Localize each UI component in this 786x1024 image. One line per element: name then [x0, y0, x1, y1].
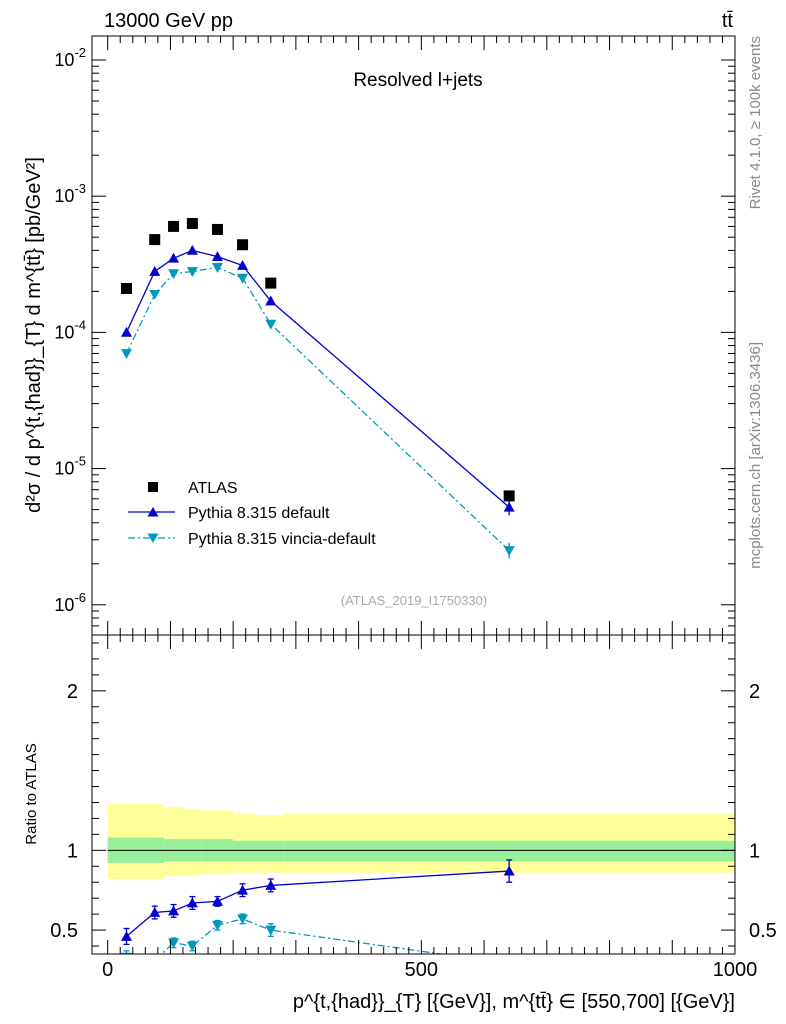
ratio-pythia-default-point: [121, 930, 133, 941]
main-y-axis-label: d²σ / d p^{t,{had}}_{T} d m^{tt̄} [pb/Ge…: [23, 157, 45, 513]
main-y-tick-label: 10-4: [54, 317, 86, 342]
ratio-y-tick-label-right: 2: [749, 681, 760, 703]
main-series-markers: [121, 218, 515, 559]
pythia-vincia-point: [211, 262, 223, 273]
legend-pythia-vincia-marker: [147, 533, 159, 543]
pythia-vincia-point: [237, 273, 249, 284]
pythia-vincia-point: [168, 269, 180, 280]
pythia-default-point: [211, 251, 223, 262]
ratio-y-tick-label-right: 1: [749, 840, 760, 862]
ratio-pythia-default-point: [211, 895, 223, 906]
atlas-data-point: [168, 220, 180, 232]
ratio-panel: 0.5 0.5 1 1 2 2 0 500 1000 Ratio to ATLAS p^{t,…: [23, 634, 777, 1013]
ratio-x-tick-labels: 0 500 1000: [102, 959, 757, 981]
ratio-uncertainty-bands: [107, 804, 735, 880]
ratio-y-axis-label: Ratio to ATLAS: [23, 743, 40, 844]
main-y-tick-label: 10-2: [54, 45, 86, 70]
legend-entry-atlas: ATLAS: [148, 480, 238, 497]
ratio-pythia-vincia-point: [149, 956, 160, 966]
main-y-tick-label: 10-3: [54, 181, 86, 206]
mcplots-label: mcplots.cern.ch [arXiv:1306.3436]: [747, 342, 764, 569]
ratio-x-ticks: [107, 635, 736, 954]
energy-label: 13000 GeV pp: [104, 10, 233, 32]
legend-entry-pythia-default: Pythia 8.315 default: [128, 505, 330, 522]
ratio-y-tick-label-right: 0.5: [749, 920, 777, 942]
x-axis-label: p^{t,{had}}_{T} [{GeV}], m^{tt̄} ∈ [550,…: [293, 991, 735, 1013]
atlas-data-point: [265, 277, 277, 289]
main-panel: 10-6 10-5 10-4 10-3 10-2 Resolved l+jets (AT…: [23, 35, 736, 636]
ratio-pythia-default-point: [186, 897, 198, 908]
process-label: tt̄: [722, 10, 734, 32]
ratio-pythia-default-point: [149, 907, 161, 917]
pythia-vincia-point: [121, 349, 133, 359]
legend: ATLAS Pythia 8.315 default Pythia 8.315 …: [128, 480, 376, 548]
pythia-vincia-point: [503, 546, 515, 557]
ratio-series-line: [126, 870, 510, 937]
pythia-default-point: [121, 326, 133, 337]
ratio-inner-band: [255, 840, 284, 862]
main-y-tick-labels: 10-6 10-5 10-4 10-3 10-2: [54, 45, 86, 615]
atlas-data-point: [186, 218, 198, 230]
legend-pythia-default-marker: [147, 507, 159, 517]
ratio-frame: [91, 634, 736, 955]
x-tick-label: 500: [405, 959, 438, 981]
ratio-inner-band: [233, 840, 256, 862]
ratio-pythia-default-point: [503, 865, 515, 876]
pythia-default-point: [186, 244, 198, 255]
ratio-y-tick-label-left: 2: [67, 681, 78, 703]
pythia-default-point: [168, 252, 180, 263]
main-series-line: [125, 249, 510, 508]
rivet-label: Rivet 4.1.0, ≥ 100k events: [747, 36, 764, 209]
pythia-default-point: [503, 501, 515, 512]
x-tick-label: 0: [102, 959, 113, 981]
ratio-pythia-vincia-point: [186, 941, 198, 952]
ratio-pythia-default-point: [168, 905, 180, 916]
ratio-pythia-vincia-point: [211, 920, 223, 931]
atlas-data-point: [503, 490, 515, 502]
legend-atlas-marker: [148, 482, 158, 492]
ratio-pythia-default-point: [265, 879, 277, 890]
ratio-pythia-vincia-point: [504, 959, 515, 969]
ratio-y-tick-labels: 0.5 0.5 1 1 2 2: [50, 681, 777, 942]
analysis-watermark: (ATLAS_2019_I1750330): [341, 593, 487, 608]
ratio-y-ticks: [92, 642, 735, 947]
ratio-series-line: [160, 918, 446, 954]
pythia-vincia-point: [186, 267, 198, 277]
main-y-ticks: [92, 59, 735, 636]
ratio-series-markers: [121, 859, 515, 969]
ratio-y-tick-label-left: 1: [67, 840, 78, 862]
legend-pythia-default-label: Pythia 8.315 default: [188, 505, 330, 522]
legend-entry-pythia-vincia: Pythia 8.315 vincia-default: [128, 531, 376, 548]
pythia-default-point: [237, 259, 249, 270]
pythia-vincia-point: [149, 290, 161, 300]
chart-title: Resolved l+jets: [353, 70, 482, 91]
ratio-pythia-vincia-point: [237, 914, 249, 925]
atlas-data-point: [149, 234, 161, 246]
ratio-pythia-default-point: [237, 884, 249, 895]
main-y-tick-label: 10-5: [54, 454, 86, 479]
pythia-default-point: [149, 265, 161, 276]
legend-pythia-vincia-label: Pythia 8.315 vincia-default: [188, 531, 376, 548]
atlas-data-point: [237, 239, 249, 251]
ratio-inner-band: [283, 840, 735, 862]
pythia-default-point: [265, 295, 277, 306]
ratio-y-tick-label-left: 0.5: [50, 920, 78, 942]
legend-atlas-label: ATLAS: [188, 480, 238, 497]
ratio-series-lines: [126, 870, 510, 954]
ratio-pythia-vincia-point: [265, 925, 277, 936]
atlas-data-point: [211, 223, 223, 235]
atlas-data-point: [121, 282, 133, 294]
pythia-vincia-point: [265, 319, 277, 330]
x-tick-label: 1000: [713, 959, 758, 981]
main-y-tick-label: 10-6: [54, 590, 86, 615]
main-x-ticks: [107, 36, 736, 635]
